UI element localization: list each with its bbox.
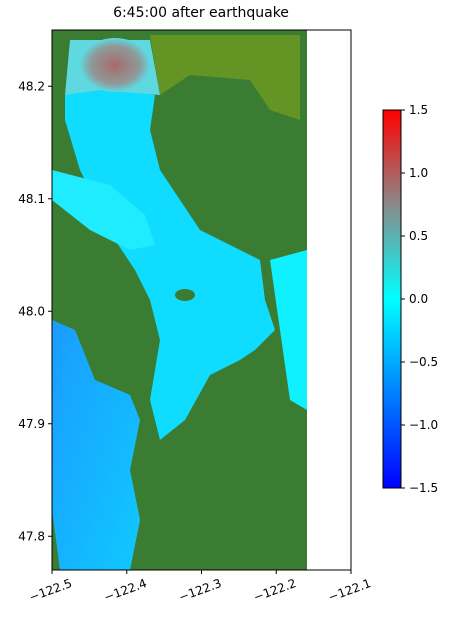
- water: [52, 170, 155, 250]
- y-tick-label: 47.9: [18, 417, 45, 431]
- water: [65, 85, 275, 440]
- water: [270, 250, 307, 410]
- shallow-land: [150, 35, 300, 120]
- map: [52, 30, 307, 570]
- x-tick-label: −122.5: [27, 576, 74, 604]
- colorbar-tick-label: 0.0: [409, 292, 428, 306]
- colorbar-tick-label: 1.0: [409, 166, 428, 180]
- y-tick-label: 48.1: [18, 192, 45, 206]
- y-tick-label: 48.2: [18, 79, 45, 93]
- island: [175, 289, 195, 301]
- x-tick-label: −122.3: [177, 576, 224, 604]
- colorbar-tick-label: 1.5: [409, 103, 428, 117]
- water: [52, 320, 140, 570]
- x-tick-label: −122.2: [252, 576, 299, 604]
- y-tick-label: 48.0: [18, 304, 45, 318]
- chart-title: 6:45:00 after earthquake: [113, 5, 289, 21]
- colorbar-tick-label: −1.0: [409, 418, 438, 432]
- colorbar: [382, 109, 402, 489]
- colorbar-tick-label: −0.5: [409, 355, 438, 369]
- x-tick-label: −122.4: [102, 576, 149, 604]
- water-high: [80, 38, 150, 92]
- colorbar-tick-label: 0.5: [409, 229, 428, 243]
- x-tick-label: −122.1: [326, 576, 373, 604]
- colorbar-tick-label: −1.5: [409, 481, 438, 495]
- y-tick-label: 47.8: [18, 529, 45, 543]
